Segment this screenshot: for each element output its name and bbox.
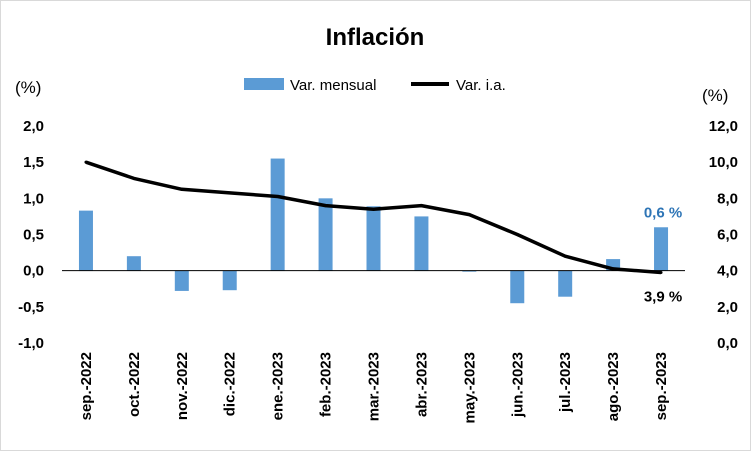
line-point-jul.-2023 <box>563 254 567 258</box>
left-tick-label: -1,0 <box>18 335 44 352</box>
right-tick-label: 2,0 <box>717 299 738 316</box>
x-tick-label: jul.-2023 <box>557 352 574 413</box>
bar-nov.-2022 <box>174 270 189 291</box>
line-point-abr.-2023 <box>419 204 423 208</box>
x-tick-label: ago.-2023 <box>605 352 622 421</box>
line-point-ago.-2023 <box>611 267 615 271</box>
x-tick-label: nov.-2022 <box>174 352 191 420</box>
bar-dic.-2022 <box>222 270 237 291</box>
bar-jun.-2023 <box>510 270 525 304</box>
bar-ago.-2023 <box>606 259 621 271</box>
legend: Var. mensual Var. i.a. <box>244 77 506 94</box>
bar-series <box>78 158 669 304</box>
left-tick-label: 2,0 <box>23 118 44 135</box>
chart-title: Inflación <box>326 24 425 51</box>
right-tick-label: 12,0 <box>709 118 738 135</box>
x-tick-label: may.-2023 <box>461 352 478 423</box>
right-tick-label: 10,0 <box>709 154 738 171</box>
line-point-dic.-2022 <box>228 191 232 195</box>
line-series <box>84 160 663 275</box>
left-tick-label: 1,0 <box>23 190 44 207</box>
x-tick-label: sep.-2023 <box>653 352 670 420</box>
line-point-nov.-2022 <box>180 187 184 191</box>
data-label-var-ia: 3,9 % <box>644 288 682 305</box>
line-point-feb.-2023 <box>324 204 328 208</box>
right-tick-label: 8,0 <box>717 190 738 207</box>
line-point-jun.-2023 <box>515 233 519 236</box>
line-point-may.-2023 <box>467 213 471 217</box>
bar-jul.-2023 <box>558 270 573 297</box>
bar-oct.-2022 <box>126 256 141 271</box>
line-point-ene.-2023 <box>276 195 280 199</box>
legend-label-var-mensual: Var. mensual <box>290 77 376 94</box>
right-tick-label: 6,0 <box>717 227 738 244</box>
bar-feb.-2023 <box>318 198 333 271</box>
x-tick-label: jun.-2023 <box>509 352 526 418</box>
line-point-sep.-2023 <box>659 270 663 274</box>
legend-bar-swatch <box>244 78 284 90</box>
left-tick-label: 1,5 <box>23 154 44 171</box>
right-tick-label: 0,0 <box>717 335 738 352</box>
x-tick-label: feb.-2023 <box>318 352 335 417</box>
x-tick-label: mar.-2023 <box>366 352 383 421</box>
left-tick-label: 0,5 <box>23 227 44 244</box>
left-tick-label: 0,0 <box>23 263 44 280</box>
x-tick-label: sep.-2022 <box>78 352 95 420</box>
left-tick-label: -0,5 <box>18 299 44 316</box>
x-tick-label: dic.-2022 <box>222 352 239 416</box>
left-axis-unit: (%) <box>15 78 41 97</box>
x-axis-labels: sep.-2022 oct.-2022 nov.-2022 dic.-2022 ene.… <box>78 352 670 423</box>
data-labels: 0,6 % 3,9 % <box>644 204 682 305</box>
x-tick-label: ene.-2023 <box>270 352 287 420</box>
left-axis-ticks: -1,0 -0,5 0,0 0,5 1,0 1,5 2,0 <box>18 118 44 352</box>
bar-abr.-2023 <box>414 216 429 271</box>
line-point-sep.-2022 <box>84 160 88 164</box>
bar-sep.-2023 <box>654 227 669 271</box>
bar-mar.-2023 <box>366 206 381 271</box>
bar-ene.-2023 <box>270 158 285 271</box>
right-axis-ticks: 0,0 2,0 4,0 6,0 8,0 10,0 12,0 <box>709 118 738 352</box>
x-tick-label: abr.-2023 <box>413 352 430 417</box>
legend-label-var-ia: Var. i.a. <box>456 77 506 94</box>
right-tick-label: 4,0 <box>717 263 738 280</box>
bar-sep.-2022 <box>78 210 93 271</box>
line-point-mar.-2023 <box>372 207 375 211</box>
right-axis-unit: (%) <box>702 86 728 105</box>
line-point-oct.-2022 <box>132 176 136 180</box>
x-tick-label: oct.-2022 <box>126 352 143 417</box>
data-label-var-mensual: 0,6 % <box>644 204 682 221</box>
